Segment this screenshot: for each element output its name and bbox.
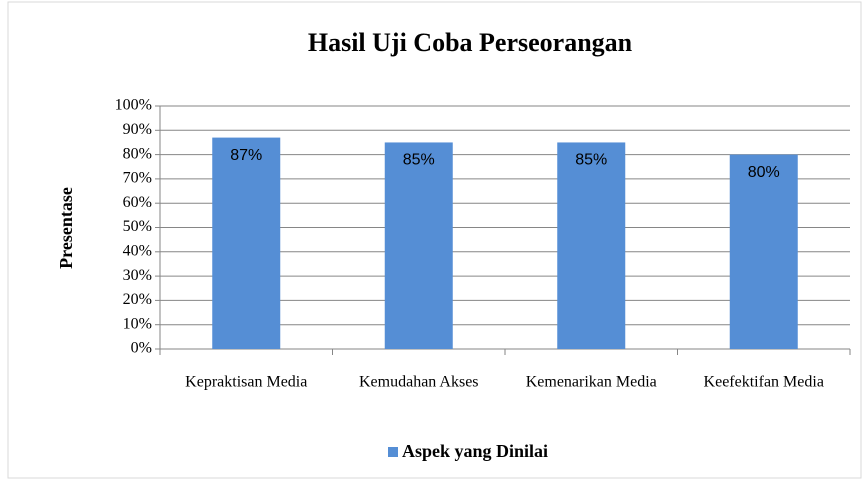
bar (384, 142, 453, 349)
x-tick-label: Kemudahan Akses (359, 374, 479, 391)
bar (557, 142, 626, 349)
x-tick-label: Kemenarikan Media (526, 374, 657, 391)
y-tick-label: 100% (115, 97, 152, 114)
bar (212, 137, 281, 349)
y-tick-label: 20% (123, 291, 152, 308)
x-tick-label: Keefektifan Media (704, 374, 824, 391)
y-tick-label: 10% (123, 315, 152, 332)
bar (729, 154, 798, 349)
legend-swatch (388, 447, 398, 457)
x-tick-label: Kepraktisan Media (185, 374, 307, 391)
y-tick-label: 30% (123, 267, 152, 284)
y-tick-label: 60% (123, 194, 152, 211)
y-axis-label: Presentase (56, 187, 76, 269)
legend-label: Aspek yang Dinilai (402, 441, 548, 461)
y-tick-label: 80% (123, 145, 152, 162)
data-label: 87% (230, 147, 262, 164)
chart-frame (7, 1, 862, 479)
y-tick-label: 40% (123, 242, 152, 259)
y-tick-label: 50% (123, 218, 152, 235)
y-tick-label: 0% (131, 340, 152, 357)
y-tick-label: 90% (123, 121, 152, 138)
y-tick-label: 70% (123, 170, 152, 187)
data-label: 85% (575, 152, 607, 169)
chart-title: Hasil Uji Coba Perseorangan (308, 28, 633, 57)
data-label: 80% (748, 164, 780, 181)
data-label: 85% (403, 152, 435, 169)
